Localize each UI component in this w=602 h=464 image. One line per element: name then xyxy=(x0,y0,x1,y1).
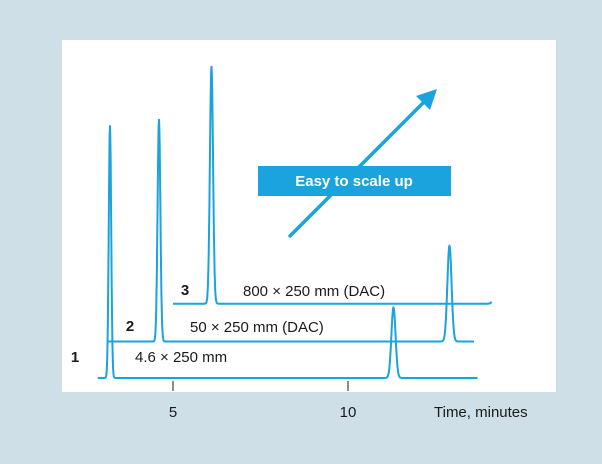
arrow-head xyxy=(416,89,437,110)
traces-group xyxy=(97,65,493,379)
series-2-label: 50 × 250 mm (DAC) xyxy=(190,319,324,336)
banner-text: Easy to scale up xyxy=(295,173,413,190)
scale-up-arrow xyxy=(287,89,437,239)
series-1-label: 4.6 × 250 mm xyxy=(135,349,227,366)
series-2-number: 2 xyxy=(126,318,134,335)
scale-up-banner: Easy to scale up xyxy=(258,166,451,196)
x-tick-label-10: 10 xyxy=(340,404,357,421)
series-3-label: 800 × 250 mm (DAC) xyxy=(243,283,385,300)
series-3-trace xyxy=(172,65,493,305)
series-1-trace xyxy=(97,125,479,379)
x-tick-label-5: 5 xyxy=(169,404,177,421)
banner-box xyxy=(258,166,451,196)
series-2-trace xyxy=(105,118,475,343)
series-1-number: 1 xyxy=(71,349,79,366)
trace-labels: 1 4.6 × 250 mm 2 50 × 250 mm (DAC) 3 800… xyxy=(71,282,385,366)
x-axis-label: Time, minutes xyxy=(434,404,528,421)
series-3-number: 3 xyxy=(181,282,189,299)
x-axis: 5 10 xyxy=(169,381,357,421)
